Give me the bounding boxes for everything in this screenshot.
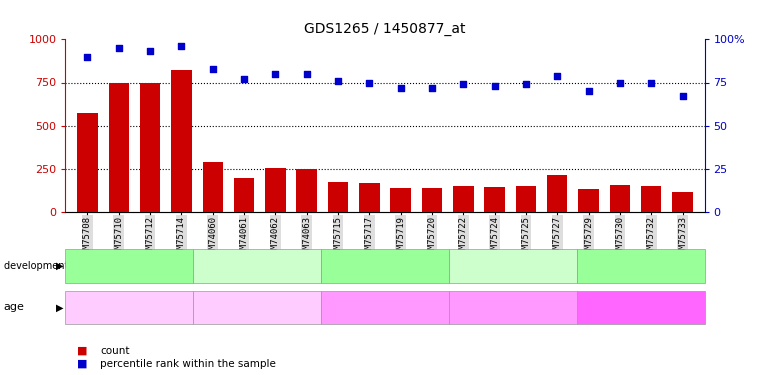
Text: ▶: ▶ — [56, 303, 64, 312]
Point — [457, 81, 470, 87]
Text: 12 d: 12 d — [372, 301, 398, 314]
Point — [238, 76, 250, 82]
Point — [645, 80, 658, 86]
Point — [332, 78, 344, 84]
Point — [677, 93, 689, 99]
Point — [176, 43, 188, 49]
Point — [144, 48, 156, 54]
Text: large antral follicle: large antral follicle — [595, 261, 686, 271]
Bar — [453, 186, 474, 212]
Text: 6 d: 6 d — [248, 301, 266, 314]
Text: 17 d: 17 d — [500, 301, 526, 314]
Bar — [328, 182, 348, 212]
Text: age: age — [4, 303, 25, 312]
Point — [551, 73, 564, 79]
Text: percentile rank within the sample: percentile rank within the sample — [100, 359, 276, 369]
Bar — [77, 112, 98, 212]
Bar — [516, 186, 536, 212]
Bar — [578, 189, 599, 212]
Text: primordial follicle: primordial follicle — [87, 261, 172, 271]
Bar — [296, 169, 317, 212]
Bar — [234, 178, 254, 212]
Point — [614, 80, 626, 86]
Point — [426, 85, 438, 91]
Point — [488, 83, 500, 89]
Point — [81, 54, 93, 60]
Bar — [265, 168, 286, 212]
Bar — [109, 82, 129, 212]
Text: small antral follicle: small antral follicle — [467, 261, 559, 271]
Point — [300, 71, 313, 77]
Bar — [422, 188, 442, 212]
Title: GDS1265 / 1450877_at: GDS1265 / 1450877_at — [304, 22, 466, 36]
Bar — [171, 70, 192, 212]
Bar — [641, 186, 661, 212]
Text: secondary follicle: secondary follicle — [343, 261, 427, 271]
Bar — [610, 185, 630, 212]
Bar — [203, 162, 223, 212]
Point — [394, 85, 407, 91]
Point — [520, 81, 532, 87]
Bar — [140, 82, 160, 212]
Text: primary follicle: primary follicle — [221, 261, 293, 271]
Text: ■: ■ — [77, 359, 88, 369]
Text: ▶: ▶ — [56, 261, 64, 271]
Bar — [672, 192, 693, 212]
Bar — [359, 183, 380, 212]
Text: ■: ■ — [77, 346, 88, 355]
Bar — [390, 188, 411, 212]
Bar — [547, 175, 567, 212]
Point — [582, 88, 594, 94]
Point — [112, 45, 125, 51]
Point — [206, 66, 219, 72]
Point — [363, 80, 376, 86]
Point — [270, 71, 282, 77]
Text: 22 d: 22 d — [628, 301, 654, 314]
Text: count: count — [100, 346, 129, 355]
Text: development stage: development stage — [4, 261, 99, 271]
Text: 2 d: 2 d — [120, 301, 139, 314]
Bar — [484, 187, 505, 212]
